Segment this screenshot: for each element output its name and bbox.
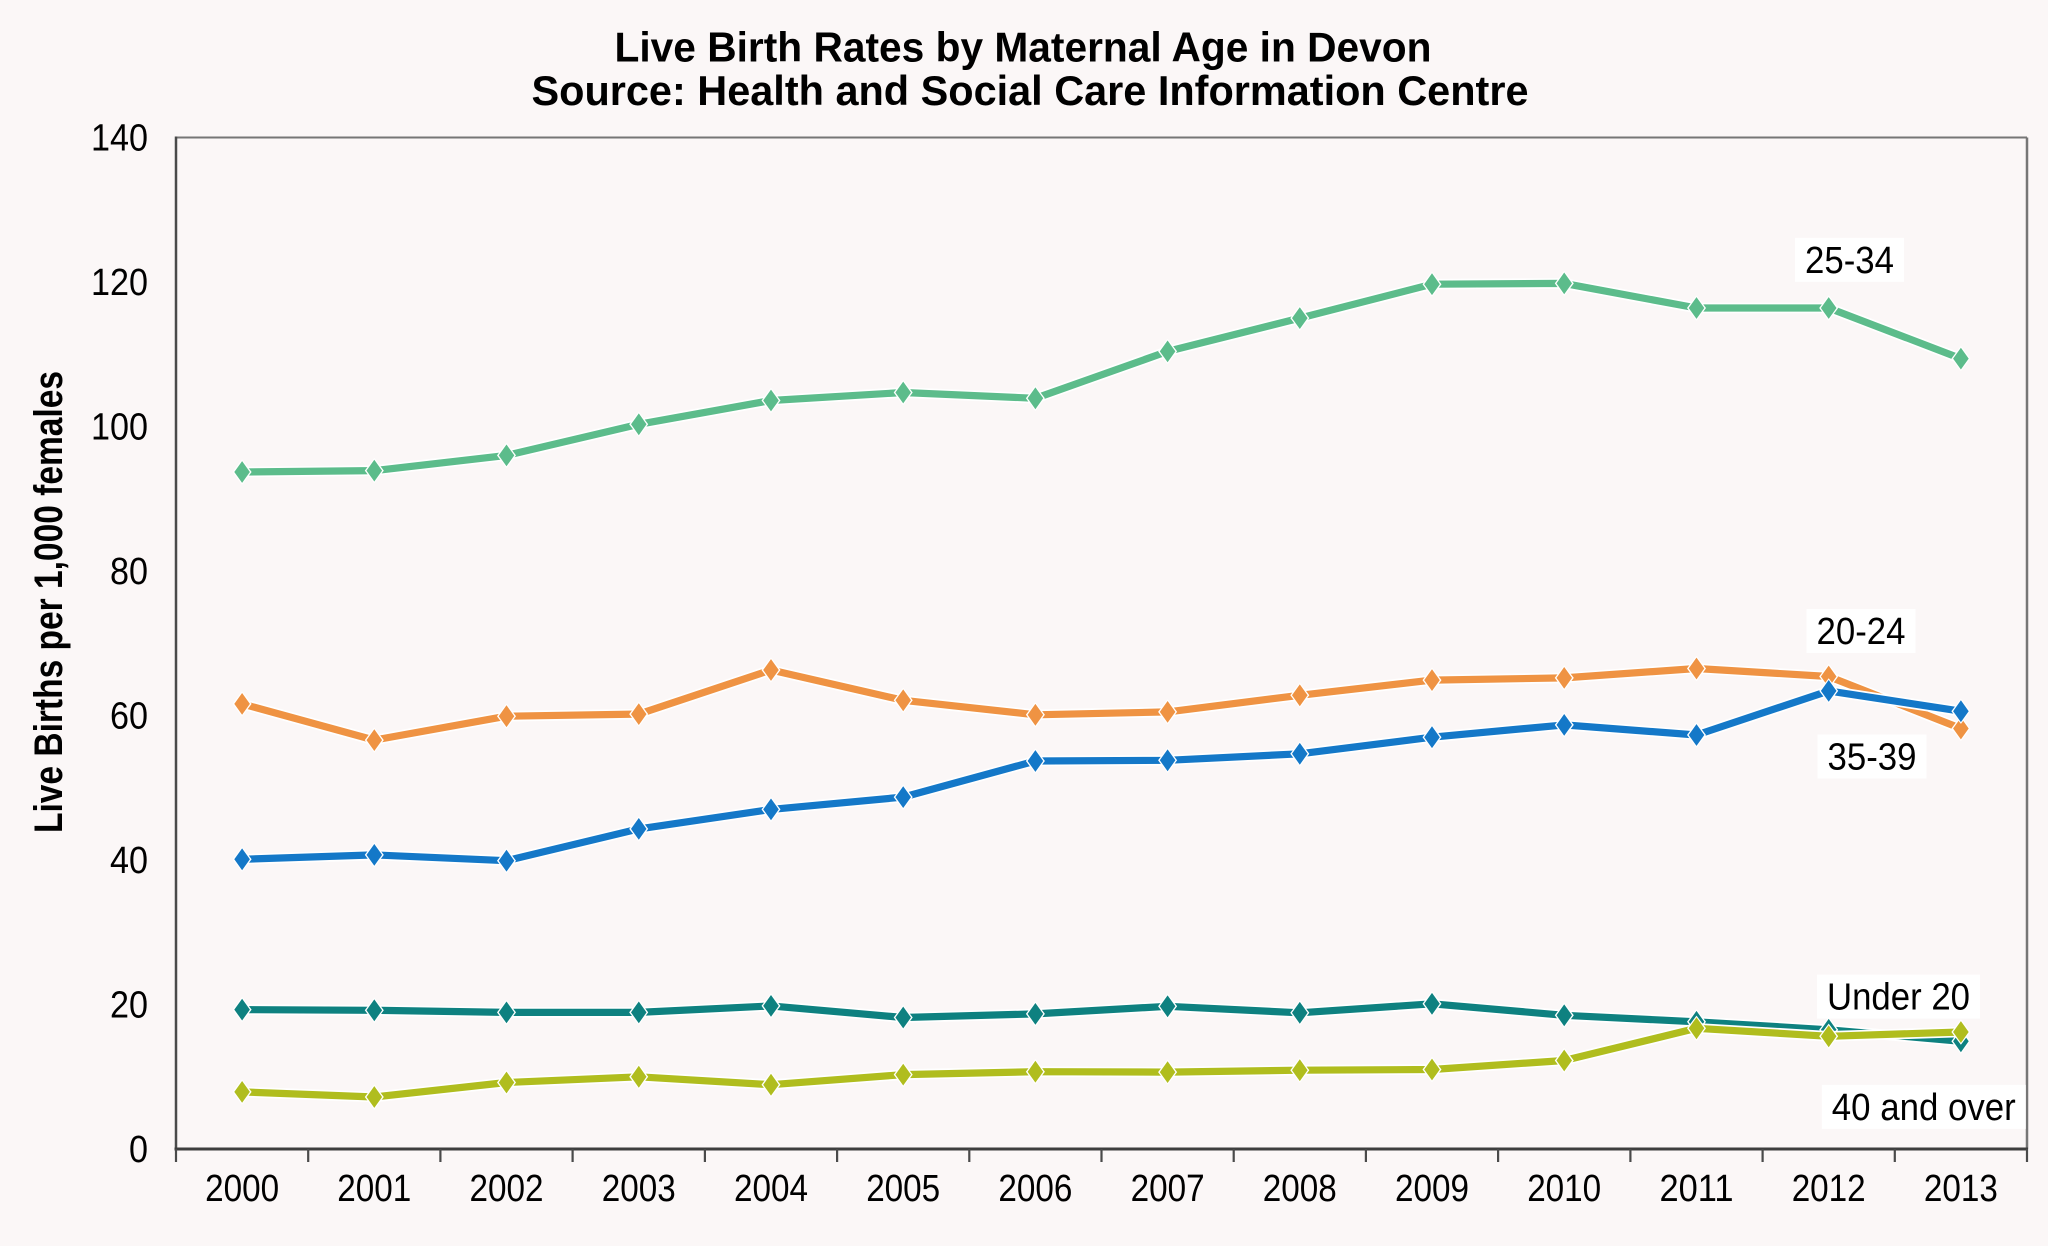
svg-text:2006: 2006 (998, 1168, 1072, 1210)
svg-text:25-34: 25-34 (1805, 240, 1894, 282)
svg-text:2004: 2004 (734, 1168, 808, 1210)
svg-text:2011: 2011 (1660, 1168, 1734, 1210)
svg-text:Under 20: Under 20 (1827, 977, 1970, 1019)
svg-text:60: 60 (110, 696, 148, 738)
svg-text:2003: 2003 (602, 1168, 676, 1210)
svg-text:140: 140 (91, 118, 148, 160)
svg-text:2002: 2002 (470, 1168, 544, 1210)
svg-text:2013: 2013 (1924, 1168, 1998, 1210)
svg-text:Live Birth Rates by Maternal A: Live Birth Rates by Maternal Age in Devo… (615, 24, 1432, 71)
svg-text:100: 100 (91, 407, 148, 449)
svg-text:2007: 2007 (1131, 1168, 1205, 1210)
svg-text:Source: Health and Social Care: Source: Health and Social Care Informati… (532, 67, 1529, 114)
svg-text:Live Births per 1,000 females: Live Births per 1,000 females (27, 371, 71, 833)
svg-text:2009: 2009 (1395, 1168, 1469, 1210)
svg-text:20-24: 20-24 (1817, 611, 1906, 653)
svg-text:2012: 2012 (1792, 1168, 1866, 1210)
svg-text:2000: 2000 (205, 1168, 279, 1210)
svg-text:20: 20 (110, 985, 148, 1027)
svg-text:0: 0 (129, 1129, 148, 1171)
svg-text:40 and over: 40 and over (1832, 1087, 2016, 1129)
svg-text:80: 80 (110, 551, 148, 593)
svg-text:2005: 2005 (866, 1168, 940, 1210)
svg-text:2001: 2001 (337, 1168, 411, 1210)
svg-text:120: 120 (91, 262, 148, 304)
svg-text:2008: 2008 (1263, 1168, 1337, 1210)
svg-text:35-39: 35-39 (1828, 737, 1917, 779)
svg-text:40: 40 (110, 840, 148, 882)
svg-text:2010: 2010 (1527, 1168, 1601, 1210)
